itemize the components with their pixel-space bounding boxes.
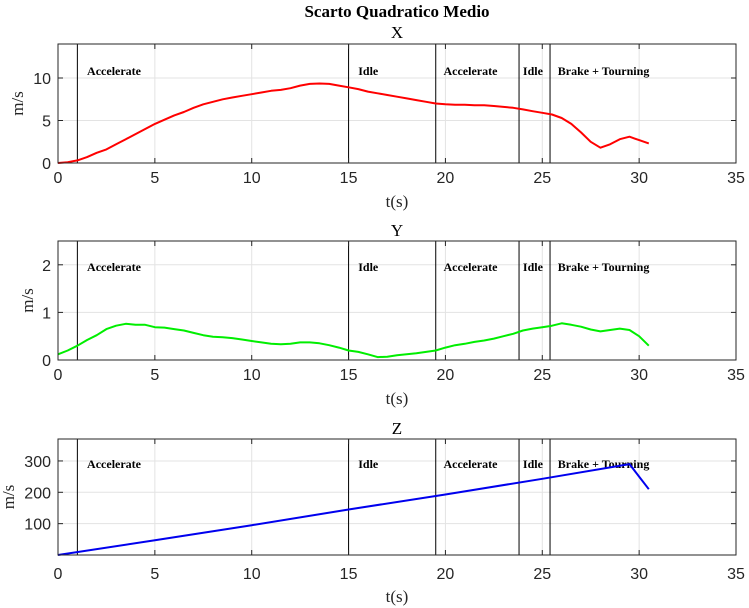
- x-axis-label: t(s): [386, 587, 409, 606]
- phase-label: Accelerate: [87, 457, 142, 471]
- x-tick-label: 10: [243, 170, 261, 187]
- y-tick-label: 300: [24, 454, 51, 471]
- phase-label: Brake + Tourning: [558, 260, 650, 274]
- x-tick-label: 20: [437, 170, 455, 187]
- y-tick-label: 2: [42, 258, 51, 275]
- x-tick-label: 35: [727, 170, 745, 187]
- x-tick-label: 10: [243, 367, 261, 384]
- y-axis-label: m/s: [0, 485, 18, 510]
- subplot-z: Accelerate Idle Accelerate Idle Brake + Tour…: [0, 419, 745, 606]
- subplot-title: Z: [392, 419, 402, 438]
- y-tick-label: 0: [42, 156, 51, 173]
- x-tick-label: 5: [150, 170, 159, 187]
- plot-area: [58, 44, 736, 163]
- phase-label: Idle: [523, 64, 544, 78]
- y-tick-label: 200: [24, 485, 51, 502]
- phase-label: Brake + Tourning: [558, 457, 650, 471]
- x-tick-label: 35: [727, 367, 745, 384]
- y-axis-label: m/s: [8, 91, 27, 116]
- phase-label: Idle: [523, 260, 544, 274]
- subplot-title: X: [391, 23, 403, 42]
- phase-label: Accelerate: [443, 64, 498, 78]
- plot-area: [58, 241, 736, 360]
- x-tick-label: 10: [243, 566, 261, 583]
- phase-label: Idle: [358, 457, 379, 471]
- plot-area: [58, 439, 736, 555]
- phase-label: Accelerate: [443, 457, 498, 471]
- x-tick-label: 15: [340, 566, 358, 583]
- axes-box: [57, 438, 737, 556]
- subplot-x: Accelerate Idle Accelerate Idle Brake + Tour…: [8, 23, 745, 211]
- x-tick-label: 20: [437, 367, 455, 384]
- x-tick-label: 15: [340, 170, 358, 187]
- y-tick-label: 10: [33, 71, 51, 88]
- x-tick-label: 30: [630, 170, 648, 187]
- x-axis-label: t(s): [386, 192, 409, 211]
- x-tick-label: 30: [630, 367, 648, 384]
- phase-label: Idle: [358, 260, 379, 274]
- x-axis-label: t(s): [386, 389, 409, 408]
- axes-box: [57, 240, 737, 361]
- subplot-y: Accelerate Idle Accelerate Idle Brake + Tour…: [18, 221, 745, 408]
- x-tick-label: 5: [150, 367, 159, 384]
- x-tick-label: 30: [630, 566, 648, 583]
- x-tick-label: 0: [54, 566, 63, 583]
- data-series-line: [57, 82, 650, 164]
- x-tick-label: 35: [727, 566, 745, 583]
- data-series-line: [57, 322, 650, 359]
- y-tick-label: 5: [42, 114, 51, 131]
- axes-box: [57, 43, 737, 164]
- y-axis-label: m/s: [18, 288, 37, 313]
- x-tick-label: 25: [533, 367, 551, 384]
- x-tick-label: 15: [340, 367, 358, 384]
- y-tick-label: 0: [42, 353, 51, 370]
- figure-title: Scarto Quadratico Medio: [304, 2, 489, 21]
- phase-label: Accelerate: [87, 260, 142, 274]
- phase-label: Idle: [358, 64, 379, 78]
- phase-label: Brake + Tourning: [558, 64, 650, 78]
- x-tick-label: 25: [533, 170, 551, 187]
- x-tick-label: 0: [54, 367, 63, 384]
- x-tick-label: 25: [533, 566, 551, 583]
- x-tick-label: 0: [54, 170, 63, 187]
- subplot-title: Y: [391, 221, 403, 240]
- x-tick-label: 20: [437, 566, 455, 583]
- phase-label: Accelerate: [87, 64, 142, 78]
- y-tick-label: 1: [42, 305, 51, 322]
- x-tick-label: 5: [150, 566, 159, 583]
- phase-label: Accelerate: [443, 260, 498, 274]
- phase-label: Idle: [523, 457, 544, 471]
- y-tick-label: 100: [24, 517, 51, 534]
- data-series-line: [57, 463, 650, 556]
